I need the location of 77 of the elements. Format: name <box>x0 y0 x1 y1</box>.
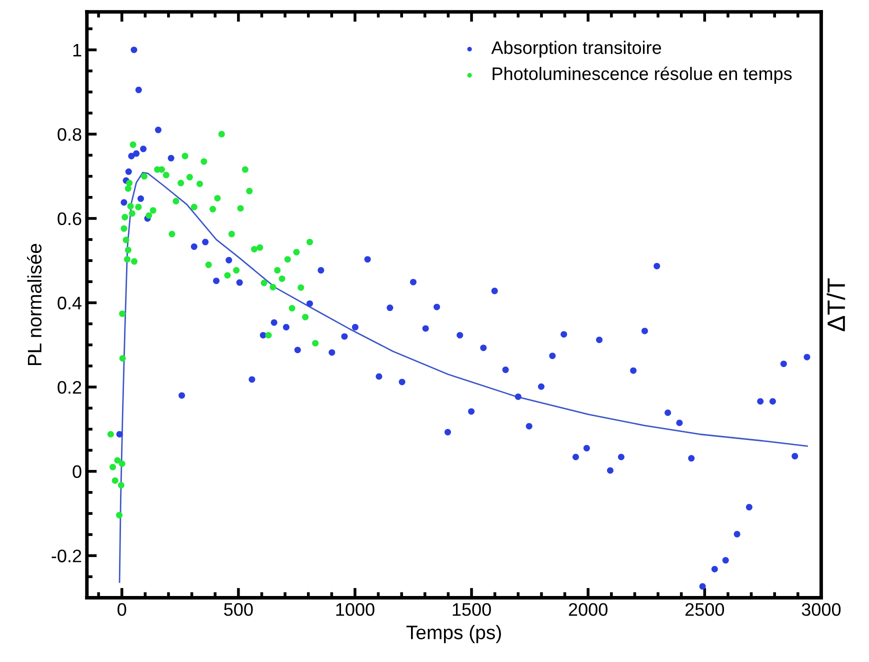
point <box>284 256 291 263</box>
point <box>110 464 116 470</box>
point <box>150 207 156 214</box>
point <box>274 267 281 274</box>
point <box>168 230 176 238</box>
y-tick-label: 0.2 <box>58 380 82 394</box>
point <box>122 236 130 244</box>
point <box>218 130 225 138</box>
point <box>178 180 184 186</box>
point <box>298 284 304 291</box>
point <box>312 340 319 346</box>
point <box>214 194 221 202</box>
point <box>162 172 170 178</box>
point <box>119 310 126 317</box>
x-tick-label: 2000 <box>568 603 608 616</box>
point <box>260 280 268 286</box>
x-tick-label: 500 <box>224 603 253 616</box>
point <box>246 188 253 194</box>
point <box>122 214 128 220</box>
point <box>182 152 188 160</box>
x-tick-label: 1000 <box>336 603 374 616</box>
point <box>186 174 193 180</box>
x-tick-label: 0 <box>118 603 126 616</box>
y-tick-label: 0.6 <box>58 212 82 226</box>
x-tick-label: 1500 <box>452 603 491 616</box>
point <box>228 230 235 238</box>
point <box>293 248 300 256</box>
point <box>140 173 148 180</box>
point <box>251 246 258 252</box>
point <box>205 262 212 268</box>
point <box>118 482 124 489</box>
y-tick-label: 0.8 <box>58 128 82 141</box>
y2-axis-title: ΔT/T <box>826 278 846 332</box>
point <box>306 238 314 246</box>
legend-label: Absorption transitoire <box>491 40 662 58</box>
point <box>130 258 138 265</box>
point <box>242 166 248 173</box>
point <box>288 304 296 312</box>
x-axis-title: Temps (ps) <box>406 625 501 644</box>
point <box>210 206 216 212</box>
point <box>120 225 128 232</box>
point <box>146 212 152 219</box>
point <box>233 267 240 274</box>
point <box>118 460 126 468</box>
legend-label: Photoluminescence résolue en temps <box>492 66 792 84</box>
y-tick-label: 0 <box>72 465 82 478</box>
point <box>190 204 198 210</box>
point <box>116 512 123 518</box>
point <box>270 284 276 290</box>
point <box>114 457 121 464</box>
point <box>124 246 132 254</box>
point <box>127 202 134 210</box>
y-tick-label: -0.2 <box>52 550 82 562</box>
point <box>130 141 136 148</box>
point <box>128 210 136 217</box>
y-tick-label: 1 <box>73 44 82 56</box>
line-series <box>118 172 808 583</box>
point <box>107 430 114 438</box>
x-tick-label: 3000 <box>802 603 841 616</box>
point <box>112 477 118 484</box>
point <box>119 355 126 362</box>
point <box>302 314 309 320</box>
point <box>124 185 132 192</box>
point <box>265 332 272 338</box>
y-tick-label: 0.4 <box>58 296 82 310</box>
y-axis-title: PL normalisée <box>27 244 42 366</box>
point <box>196 180 203 188</box>
point <box>237 205 244 212</box>
point <box>256 244 264 251</box>
point <box>200 158 208 165</box>
x-tick-label: 2500 <box>685 603 724 616</box>
point <box>224 272 231 279</box>
point <box>172 198 180 204</box>
point <box>124 256 130 263</box>
point <box>135 204 142 210</box>
point <box>278 275 286 282</box>
point <box>126 180 133 186</box>
